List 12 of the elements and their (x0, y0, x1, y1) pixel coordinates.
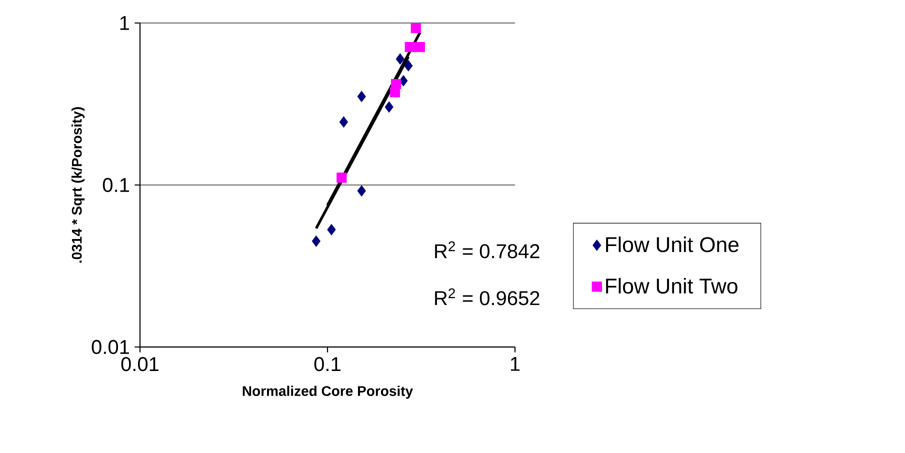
x-tick-label: 0.1 (314, 357, 340, 372)
y-tick-label: 1 (120, 16, 129, 30)
x-tick-label: 1 (510, 357, 520, 371)
legend-label: Flow Unit One (606, 236, 739, 252)
annotation: R$^{2}$ = 0.9652 (435, 288, 540, 306)
legend-label: Flow Unit Two (606, 278, 738, 294)
x-tick-label: 0.01 (121, 357, 158, 372)
y-axis-title: .0314 * Sqrt (k/Porosity) (71, 107, 85, 263)
annotation: R$^{2}$ = 0.7842 (435, 241, 540, 258)
y-tick-label: 0.01 (92, 340, 129, 354)
y-tick-label: 0.1 (102, 178, 129, 192)
x-axis-title: Normalized Core Porosity (242, 386, 413, 399)
